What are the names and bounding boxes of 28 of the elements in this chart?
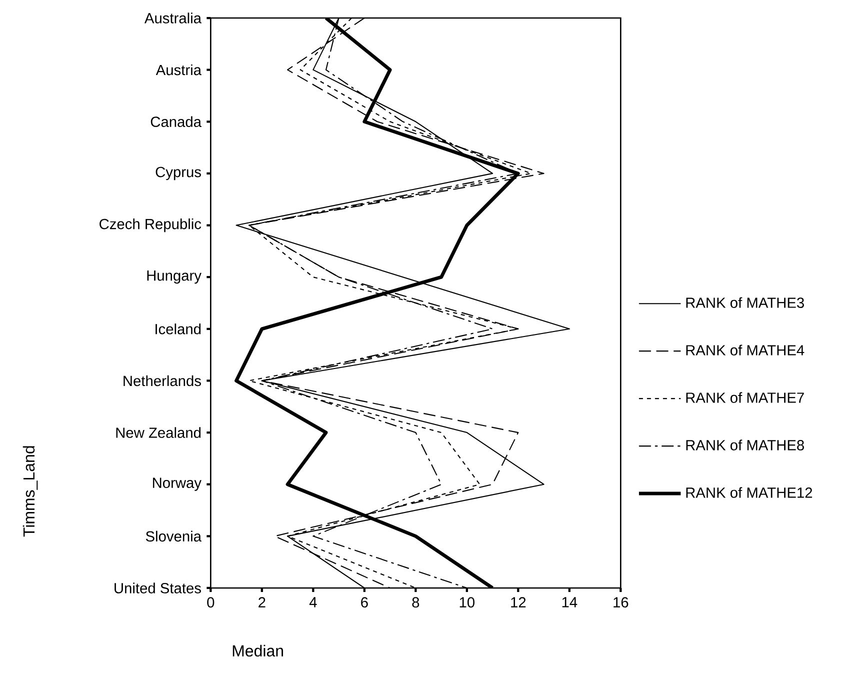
y-tick-label: Austria: [156, 64, 202, 76]
y-tick-label: Cyprus: [156, 166, 201, 180]
x-tick-label: 12: [511, 597, 526, 608]
y-tick-label: Czech Republic: [100, 218, 202, 232]
y-tick-label: United States: [114, 582, 201, 594]
y-axis-title: Timms_Land: [22, 446, 38, 537]
y-tick-label: Canada: [150, 116, 202, 128]
x-tick-label: 4: [309, 597, 317, 608]
x-tick-label: 2: [258, 597, 266, 608]
legend-label: RANK of MATHE7: [686, 392, 804, 403]
y-tick-label: Hungary: [147, 270, 202, 284]
y-tick-label: Slovenia: [146, 530, 202, 542]
x-tick-label: 16: [614, 597, 628, 608]
y-tick-label: Netherlands: [124, 375, 201, 386]
y-tick-label: New Zealand: [116, 427, 201, 438]
legend-label: RANK of MATHE8: [686, 440, 804, 450]
legend-label: RANK of MATHE12: [686, 487, 812, 498]
x-tick-label: 8: [412, 597, 420, 608]
legend-label: RANK of MATHE3: [686, 297, 804, 308]
y-tick-label: Iceland: [156, 324, 201, 334]
x-tick-label: 0: [207, 597, 214, 608]
x-axis-title: Median: [232, 644, 284, 657]
x-tick-label: 14: [562, 597, 578, 608]
x-tick-label: 6: [361, 597, 368, 608]
legend-label: RANK of MATHE4: [686, 344, 804, 356]
x-tick-label: 10: [460, 597, 474, 608]
y-tick-label: Norway: [153, 478, 202, 491]
y-tick-label: Australia: [144, 12, 202, 24]
